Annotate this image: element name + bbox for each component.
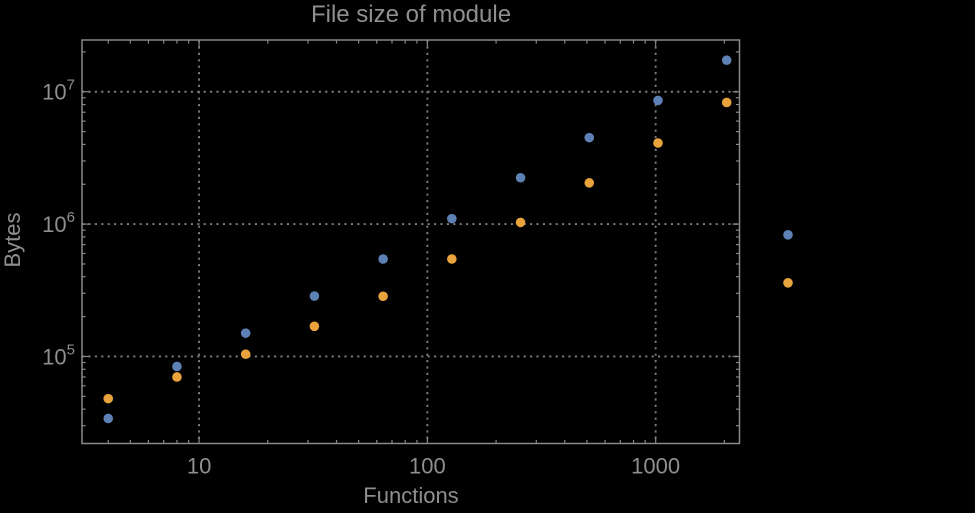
data-point-series-blue: [721, 55, 732, 66]
data-point-series-orange: [515, 217, 526, 228]
data-point-series-orange: [378, 291, 388, 302]
data-point-series-blue: [447, 213, 457, 224]
data-point-series-blue: [584, 132, 595, 143]
plot-frame: [81, 39, 741, 445]
data-point-series-orange: [103, 393, 114, 404]
data-point-series-orange: [447, 254, 457, 264]
data-point-series-orange: [309, 321, 320, 332]
data-point-series-orange: [783, 278, 793, 288]
data-point-series-blue: [172, 361, 182, 372]
data-point-series-blue: [309, 291, 320, 301]
y-tick-label: 105: [42, 341, 75, 369]
chart-title: File size of module: [310, 1, 512, 28]
x-tick-label: 10: [187, 454, 211, 479]
data-point-series-blue: [653, 95, 663, 106]
data-point-series-blue: [240, 328, 251, 338]
data-point-series-blue: [103, 413, 114, 424]
data-point-series-orange: [240, 349, 251, 360]
y-tick-label: 106: [42, 209, 75, 237]
x-tick-label: 1000: [631, 454, 680, 479]
data-point-series-orange: [653, 138, 663, 148]
data-point-series-blue: [378, 254, 388, 264]
data-point-series-blue: [515, 172, 526, 183]
x-tick-label: 100: [409, 454, 446, 479]
y-axis-label: Bytes: [0, 212, 25, 268]
y-tick-label: 107: [42, 77, 75, 105]
data-point-series-orange: [721, 97, 732, 108]
data-point-series-orange: [584, 178, 595, 188]
x-axis-label: Functions: [363, 483, 459, 508]
data-point-series-orange: [172, 372, 182, 382]
data-point-series-blue: [783, 230, 793, 240]
